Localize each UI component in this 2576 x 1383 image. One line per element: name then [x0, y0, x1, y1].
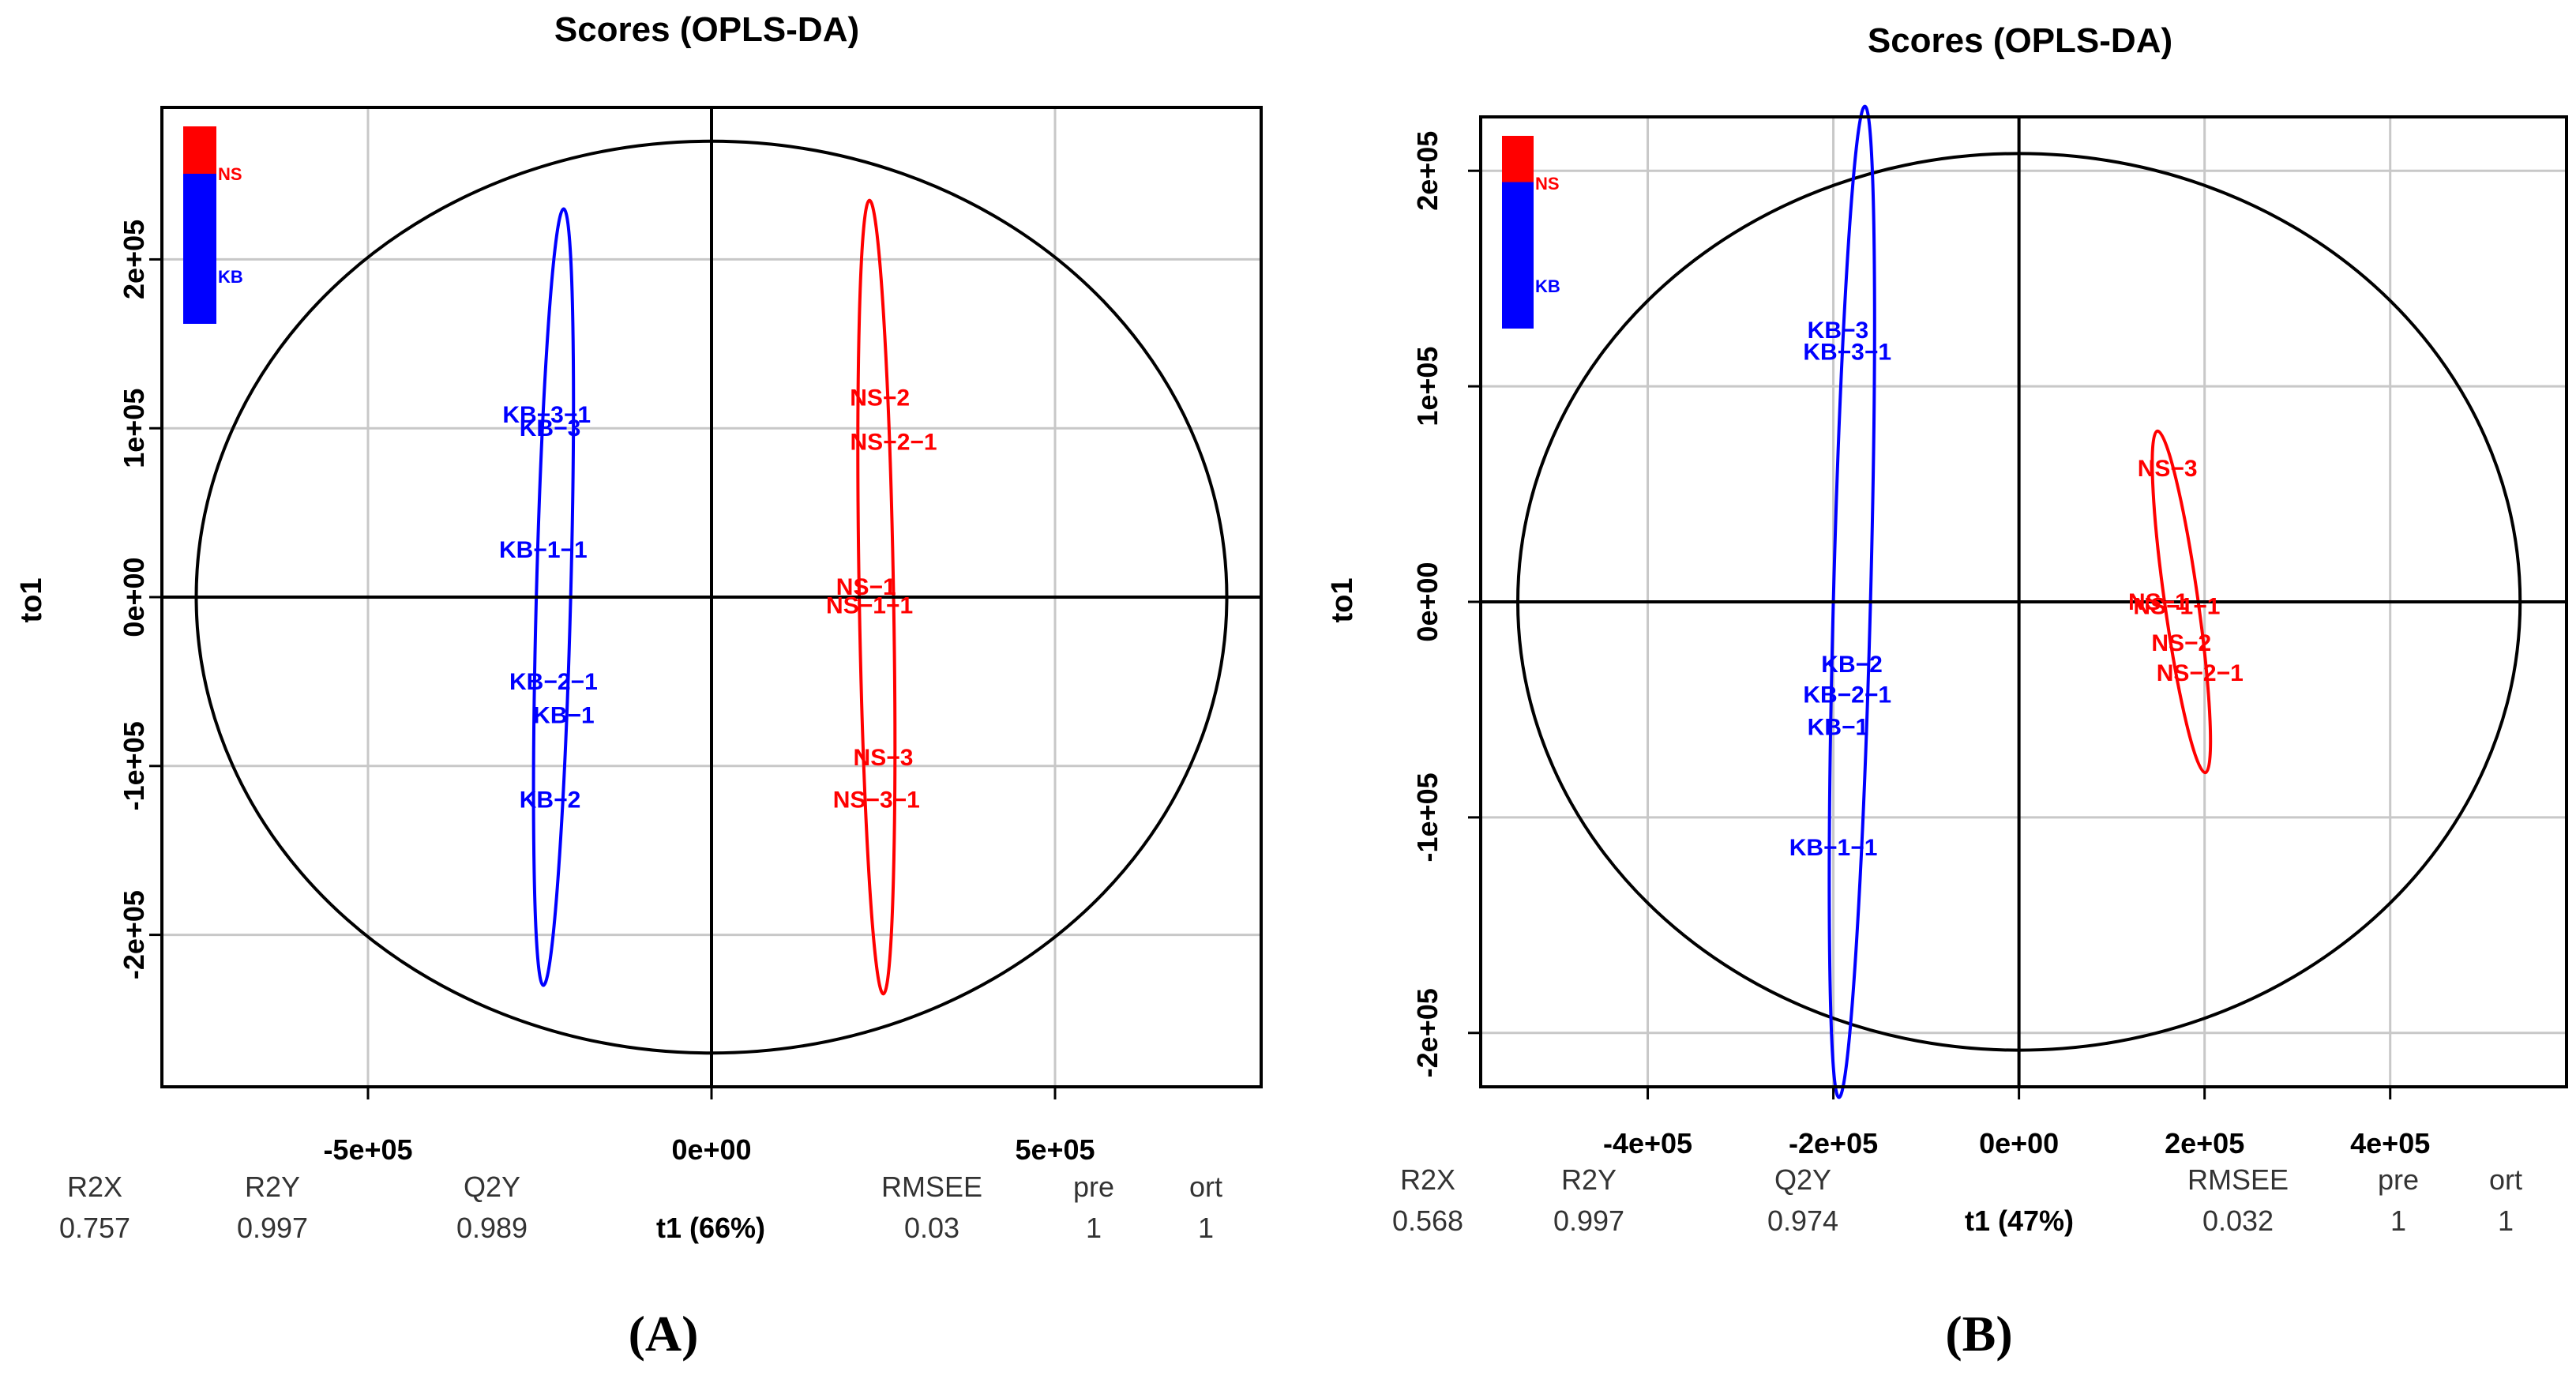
metrics-table: R2X 0.568 R2Y 0.997 Q2Y 0.974 RMSEE 0.03… [1392, 1163, 2522, 1237]
score-point-labels: KB−3−1KB−3 KB−1−1 KB−2−1 KB−1 KB−2 NS−2 NS−2−1… [499, 385, 937, 814]
legend-label-ns: NS [1535, 174, 1560, 194]
x-tick-label: 5e+05 [1015, 1133, 1095, 1166]
score-point-kb-1: KB−1 [533, 703, 595, 729]
x-axis-label: t1 (66%) [656, 1212, 765, 1244]
y-tick-label: 0e+00 [1411, 562, 1444, 641]
metric-r2y-name: R2Y [245, 1171, 300, 1203]
metric-r2x-name: R2X [1400, 1163, 1455, 1196]
x-tick-label: -4e+05 [1603, 1127, 1692, 1159]
chart-title: Scores (OPLS-DA) [1868, 21, 2172, 60]
panel-a: Scores (OPLS-DA) to1 -5e+05 0e+00 5e+05 -2… [15, 10, 1263, 1362]
score-point-kb-3: KB−3 [1808, 318, 1869, 344]
metric-rmsee-value: 0.032 [2202, 1204, 2274, 1237]
metric-rmsee-value: 0.03 [904, 1212, 959, 1244]
metric-ort-name: ort [1189, 1171, 1222, 1203]
metric-ort-value: 1 [1198, 1212, 1214, 1244]
legend: NS KB [183, 126, 243, 324]
score-point-kb-1-1: KB−1−1 [1789, 835, 1878, 861]
y-tick-label: 2e+05 [1411, 131, 1444, 211]
metric-r2x-name: R2X [67, 1171, 122, 1203]
y-tick-label: -2e+05 [1411, 988, 1444, 1077]
score-point-ns-2-1: NS−2−1 [2157, 660, 2244, 686]
x-tick-labels: -5e+05 0e+00 5e+05 [323, 1087, 1095, 1166]
metric-r2y-value: 0.997 [1553, 1204, 1624, 1237]
legend-swatch-ns [183, 126, 216, 175]
score-point-kb-2: KB−2 [520, 787, 581, 814]
score-point-kb-2-1: KB−2−1 [1803, 682, 1891, 708]
legend: NS KB [1502, 136, 1560, 329]
metric-rmsee-name: RMSEE [2187, 1163, 2289, 1196]
score-point-ns-1: NS−1 [836, 574, 896, 600]
y-tick-labels: -2e+05 -1e+05 0e+00 1e+05 2e+05 [118, 220, 162, 979]
y-tick-label: 1e+05 [1411, 347, 1444, 427]
legend-swatch-kb [1502, 182, 1534, 329]
metric-q2y-value: 0.989 [456, 1212, 528, 1244]
score-point-kb-3-1: KB−3−1 [1803, 339, 1891, 365]
x-tick-label: -5e+05 [323, 1133, 412, 1166]
y-tick-label: -1e+05 [118, 721, 150, 810]
x-tick-label: 0e+00 [1979, 1127, 2059, 1159]
y-tick-label: 2e+05 [118, 220, 150, 299]
legend-label-kb: KB [218, 267, 243, 287]
metric-q2y-value: 0.974 [1767, 1204, 1838, 1237]
metric-ort-value: 1 [2498, 1204, 2514, 1237]
group-ellipse-ns [2150, 429, 2213, 775]
y-tick-label: -2e+05 [118, 890, 150, 979]
x-tick-label: 4e+05 [2350, 1127, 2430, 1159]
x-tick-label: 2e+05 [2165, 1127, 2244, 1159]
score-point-kb-2-1: KB−2−1 [509, 669, 598, 695]
legend-swatch-kb [183, 174, 216, 324]
x-tick-label: 0e+00 [671, 1133, 751, 1166]
score-point-kb-3: KB−3 [520, 415, 581, 442]
y-tick-label: 1e+05 [118, 389, 150, 468]
chart-title: Scores (OPLS-DA) [554, 10, 859, 49]
score-point-ns-1-1: NS−1−1 [826, 593, 913, 619]
score-point-ns-2: NS−2 [850, 385, 910, 412]
metric-pre-name: pre [1073, 1171, 1114, 1203]
metric-ort-name: ort [2489, 1163, 2522, 1196]
score-point-ns-3: NS−3 [854, 745, 914, 771]
score-point-ns-2: NS−2 [2151, 630, 2211, 656]
y-tick-labels: -2e+05 -1e+05 0e+00 1e+05 2e+05 [1411, 131, 1481, 1077]
y-axis-label: to1 [1326, 578, 1359, 623]
score-point-ns-3-1: NS−3−1 [833, 787, 920, 814]
y-axis-label: to1 [15, 578, 48, 623]
score-point-ns-1: NS−1 [2128, 589, 2188, 615]
score-point-kb-1: KB−1 [1808, 714, 1869, 740]
x-tick-label: -2e+05 [1789, 1127, 1878, 1159]
metric-pre-value: 1 [2390, 1204, 2406, 1237]
legend-label-ns: NS [218, 164, 242, 184]
metric-pre-value: 1 [1086, 1212, 1102, 1244]
x-axis-label: t1 (47%) [1965, 1204, 2074, 1237]
legend-label-kb: KB [1535, 276, 1560, 296]
x-tick-labels: -4e+05 -2e+05 0e+00 2e+05 4e+05 [1603, 1087, 2430, 1159]
y-tick-label: 0e+00 [118, 557, 150, 637]
metric-q2y-name: Q2Y [464, 1171, 520, 1203]
score-point-kb-2: KB−2 [1821, 652, 1883, 678]
metric-rmsee-name: RMSEE [881, 1171, 982, 1203]
score-point-ns-3: NS−3 [2138, 456, 2198, 482]
metric-pre-name: pre [2378, 1163, 2419, 1196]
score-point-kb-1-1: KB−1−1 [499, 537, 588, 563]
panel-b: Scores (OPLS-DA) to1 -4e+05 -2e+05 0e+00 2e… [1326, 21, 2568, 1362]
metric-r2x-value: 0.757 [59, 1212, 130, 1244]
panel-label-b: (B) [1945, 1306, 2012, 1362]
score-point-labels: KB−3KB−3−1KB−2KB−2−1KB−1KB−1−1NS−3NS−1NS… [1789, 318, 2244, 861]
score-point-kb-3-1: KB−3−1 [502, 402, 591, 428]
metric-r2y-name: R2Y [1561, 1163, 1617, 1196]
score-point-ns-2-1: NS−2−1 [851, 429, 937, 455]
panel-label-a: (A) [629, 1306, 699, 1362]
metrics-table: R2X 0.757 R2Y 0.997 Q2Y 0.989 RMSEE 0.03… [59, 1171, 1222, 1244]
metric-r2x-value: 0.568 [1392, 1204, 1463, 1237]
legend-swatch-ns [1502, 136, 1534, 184]
score-point-ns-1-1: NS−1−1 [2133, 593, 2220, 619]
metric-r2y-value: 0.997 [237, 1212, 308, 1244]
y-tick-label: -1e+05 [1411, 772, 1444, 862]
metric-q2y-name: Q2Y [1774, 1163, 1831, 1196]
